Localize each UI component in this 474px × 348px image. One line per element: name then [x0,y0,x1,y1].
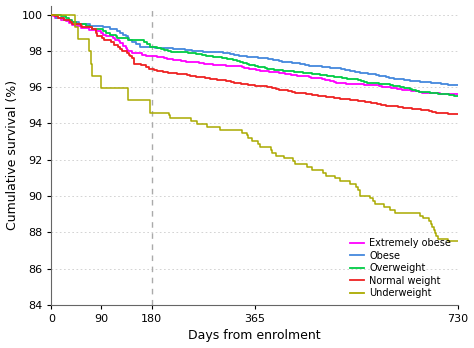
Line: Extremely obese: Extremely obese [51,15,458,94]
Normal weight [48,13,54,17]
Extremely obese [124,48,130,52]
Normal weight [356,99,361,103]
Overweight [401,85,407,89]
Obese [359,71,365,75]
Underweight [249,136,255,141]
Extremely obese [417,89,422,94]
Line: Normal weight: Normal weight [51,15,458,114]
Extremely obese [48,13,54,17]
Overweight [384,81,390,86]
Obese [453,83,458,87]
Legend: Extremely obese, Obese, Overweight, Normal weight, Underweight: Extremely obese, Obese, Overweight, Norm… [346,235,455,302]
Extremely obese [328,79,334,83]
Obese [48,13,54,17]
Line: Overweight: Overweight [51,15,458,96]
Normal weight [228,79,234,84]
Underweight [455,239,461,244]
Overweight [165,49,171,53]
Normal weight [171,71,177,75]
Obese [170,46,176,50]
Underweight [446,239,451,244]
Underweight [320,168,326,172]
Overweight [48,13,54,17]
Extremely obese [376,84,382,88]
Normal weight [452,112,458,117]
Obese [327,65,333,70]
Obese [385,75,391,79]
Extremely obese [450,92,456,96]
Obese [391,76,396,80]
Extremely obese [179,59,184,63]
Extremely obese [455,92,461,96]
Normal weight [161,70,167,74]
Normal weight [155,69,160,73]
Y-axis label: Cumulative survival (%): Cumulative survival (%) [6,80,18,230]
Line: Obese: Obese [51,15,458,85]
Extremely obese [306,74,311,78]
Underweight [355,188,361,192]
Overweight [412,88,418,92]
X-axis label: Days from enrolment: Days from enrolment [188,330,321,342]
Overweight [165,49,171,53]
Normal weight [455,112,461,117]
Normal weight [233,80,238,85]
Underweight [48,13,54,17]
Obese [455,83,461,87]
Overweight [453,94,459,98]
Overweight [455,94,461,98]
Line: Underweight: Underweight [51,15,458,242]
Underweight [89,62,94,66]
Overweight [235,59,240,63]
Obese [365,72,371,76]
Underweight [239,128,245,132]
Underweight [320,171,326,175]
